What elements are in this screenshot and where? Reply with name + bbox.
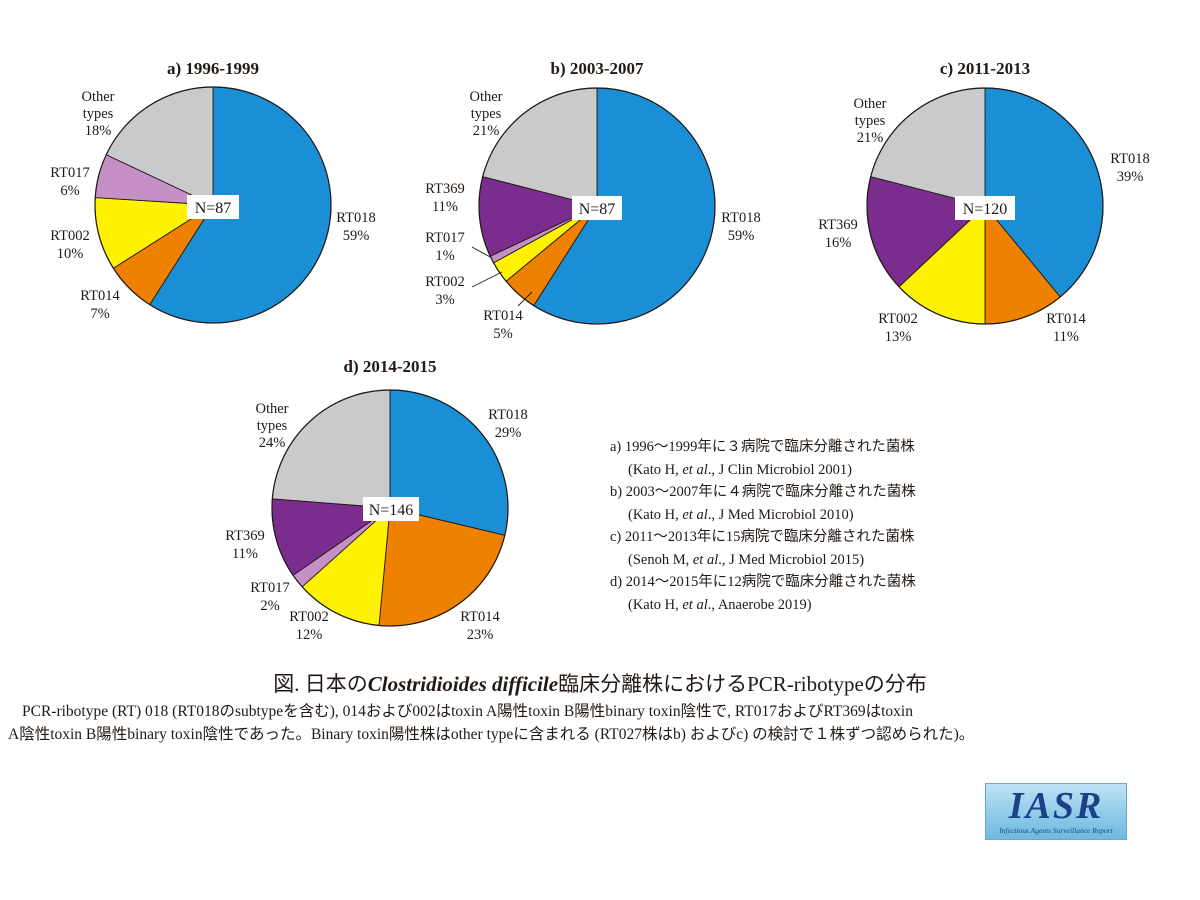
label-rt014: RT014 23%: [460, 609, 500, 643]
label-rt369: RT369 11%: [425, 181, 464, 215]
n-label: N=87: [195, 200, 232, 217]
chart-title: b) 2003-2007: [550, 59, 644, 78]
slice-other-types: [271, 389, 391, 509]
label-rt018: RT018 59%: [721, 210, 760, 244]
pie-chart-3: c) 2011-2013 RT018 39% RT014 11% RT002 13% RT36…: [818, 59, 1149, 345]
source-b-head: b) 2003～2007年に４病院で臨床分離された菌株: [610, 484, 916, 500]
label-rt014: RT014 11%: [1046, 311, 1086, 345]
n-label: N=146: [369, 502, 414, 519]
n-label-box: [955, 196, 1015, 220]
figure-caption-body: PCR-ribotype (RT) 018 (RT018のsubtypeを含む)…: [8, 700, 1196, 746]
label-rt017: RT017 2%: [250, 580, 289, 614]
label-rt017: RT017 1%: [425, 230, 464, 264]
label-rt017: RT017 6%: [50, 165, 89, 199]
source-a-head: a) 1996～1999年に３病院で臨床分離された菌株: [610, 439, 915, 455]
pie-chart-1: a) 1996-1999 RT018 59% RT014 7% RT002 10% RT017…: [50, 59, 376, 324]
n-label: N=120: [963, 201, 1008, 218]
label-rt014: RT014 5%: [483, 308, 523, 342]
source-c-citation: (Senoh M, et al., J Med Microbiol 2015): [628, 551, 865, 568]
species-name: Clostridioides difficile: [367, 672, 559, 696]
label-rt002: RT002 3%: [425, 274, 464, 308]
logo-subtitle: Infectious Agents Surveillance Report: [999, 826, 1113, 835]
pie-outline: [866, 87, 1104, 325]
source-list: a) 1996～1999年に３病院で臨床分離された菌株 (Kato H, et …: [610, 436, 1010, 616]
n-label: N=87: [579, 201, 616, 218]
source-a-citation: (Kato H, et al., J Clin Microbiol 2001): [628, 461, 852, 478]
label-other-types: Other types 21%: [853, 96, 886, 146]
n-label-box: [363, 497, 419, 521]
label-rt002: RT002 12%: [289, 609, 328, 643]
chart-title: d) 2014-2015: [343, 357, 436, 376]
label-rt018: RT018 59%: [336, 210, 375, 244]
leader-rt002: [471, 271, 503, 288]
chart-title: c) 2011-2013: [940, 59, 1030, 78]
label-rt369: RT369 11%: [225, 528, 264, 562]
source-d-head: d) 2014～2015年に12病院で臨床分離された菌株: [610, 574, 916, 590]
label-rt002: RT002 10%: [50, 228, 89, 262]
pie-outline: [478, 87, 716, 325]
source-b-citation: (Kato H, et al., J Med Microbiol 2010): [628, 506, 854, 523]
label-other-types: Other types 24%: [255, 401, 288, 451]
pie-chart-4: d) 2014-2015 RT018 29% RT014 23% RT002 12%RT01…: [225, 357, 527, 643]
chart-title: a) 1996-1999: [167, 59, 259, 78]
figure-caption-title: 図. 日本のClostridioides difficile臨床分離株におけるP…: [273, 672, 927, 696]
caption-line-2: A陰性toxin B陽性binary toxin陰性であった。Binary to…: [8, 726, 975, 743]
logo-text: IASR: [1008, 785, 1104, 827]
iasr-logo: IASR Infectious Agents Surveillance Repo…: [985, 783, 1127, 840]
n-label-box: [572, 196, 622, 220]
source-c-head: c) 2011～2013年に15病院で臨床分離された菌株: [610, 529, 915, 545]
pie-outline: [94, 86, 332, 324]
label-other-types: Other types 21%: [469, 89, 502, 139]
source-d-citation: (Kato H, et al., Anaerobe 2019): [628, 596, 812, 613]
label-rt369: RT369 16%: [818, 217, 857, 251]
label-rt014: RT014 7%: [80, 288, 120, 322]
leader-rt017: [471, 246, 493, 259]
label-rt002: RT002 13%: [878, 311, 917, 345]
pie-outline: [271, 389, 509, 627]
n-label-box: [187, 195, 239, 219]
leader-rt014: [517, 291, 533, 307]
label-rt018: RT018 29%: [488, 407, 527, 441]
label-rt018: RT018 39%: [1110, 151, 1149, 185]
pie-chart-2: b) 2003-2007 RT018 59% RT014 5% RT002 3% RT017 1…: [425, 59, 760, 342]
label-other-types: Other types 18%: [81, 89, 114, 139]
caption-line-1: PCR-ribotype (RT) 018 (RT018のsubtypeを含む)…: [22, 703, 913, 720]
